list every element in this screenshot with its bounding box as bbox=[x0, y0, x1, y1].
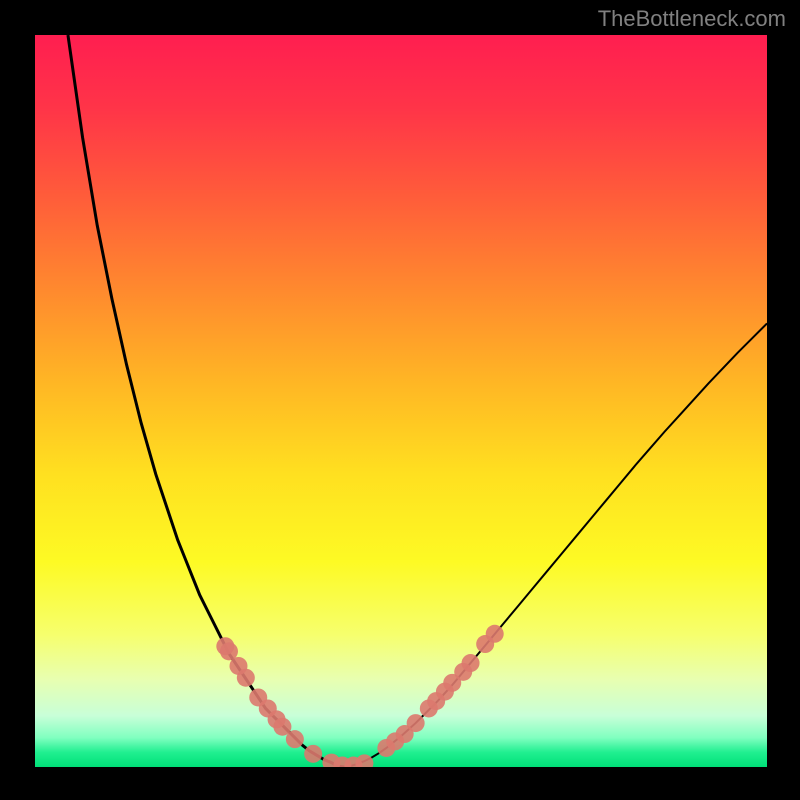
data-marker bbox=[304, 745, 322, 763]
watermark-text: TheBottleneck.com bbox=[598, 6, 786, 32]
plot-area bbox=[35, 35, 767, 767]
data-marker bbox=[237, 669, 255, 687]
curves-svg bbox=[35, 35, 767, 767]
data-marker bbox=[286, 730, 304, 748]
left-curve bbox=[68, 35, 344, 767]
markers-group bbox=[216, 625, 503, 767]
data-marker bbox=[462, 654, 480, 672]
data-marker bbox=[355, 754, 373, 767]
right-curve bbox=[344, 323, 767, 767]
data-marker bbox=[407, 714, 425, 732]
data-marker bbox=[486, 625, 504, 643]
